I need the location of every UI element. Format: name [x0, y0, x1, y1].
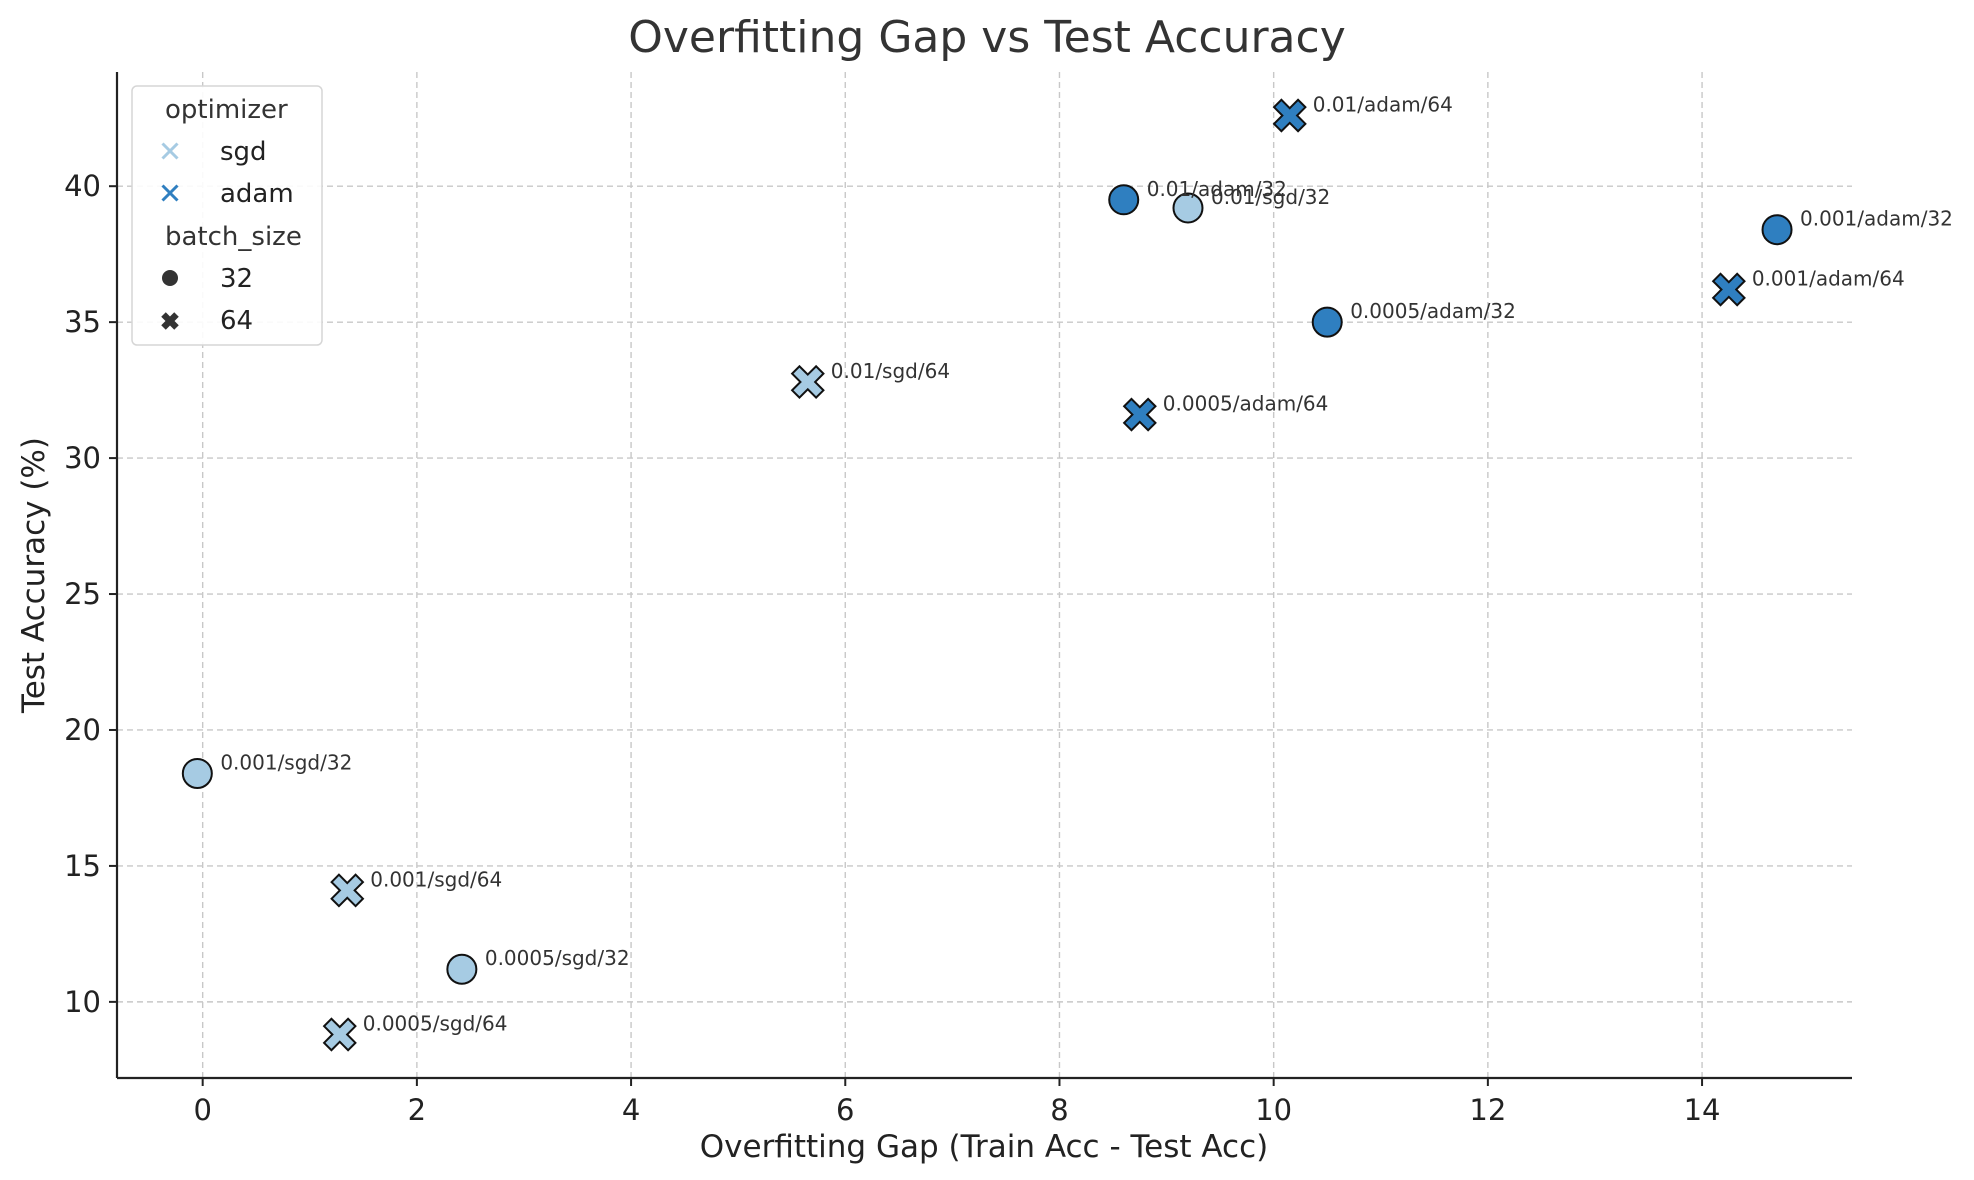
point-label: 0.01/sgd/64 [831, 359, 950, 383]
x-tick-label: 8 [1050, 1093, 1068, 1127]
x-tick-label: 10 [1255, 1093, 1292, 1127]
y-tick-label: 35 [64, 305, 101, 339]
y-tick-label: 40 [64, 169, 101, 203]
legend-marker-x [161, 312, 179, 330]
legend-style-title: batch_size [165, 222, 302, 252]
grid-lines [117, 72, 1852, 1078]
legend-x-stroke [161, 142, 179, 160]
legend-circle-marker [162, 270, 178, 286]
data-points [181, 98, 1793, 1052]
legend-marker-circle [162, 270, 178, 286]
scatter-point-x [330, 873, 365, 908]
legend-box [131, 85, 323, 346]
scatter-point-x [1122, 397, 1157, 432]
x-tick-label: 12 [1469, 1093, 1506, 1127]
point-label: 0.0005/sgd/32 [485, 946, 630, 970]
y-ticks: 10 15 20 25 30 35 40 [64, 169, 117, 1019]
legend-x-marker [161, 312, 179, 330]
chart-title: Overfitting Gap vs Test Accuracy [628, 12, 1346, 63]
scatter-point-circle [1172, 192, 1204, 224]
legend-hue-title: optimizer [165, 95, 288, 125]
y-tick-label: 20 [64, 713, 101, 747]
x-tick-label: 0 [193, 1093, 211, 1127]
legend-marker-sgd [161, 142, 179, 160]
scatter-point-x [790, 364, 825, 400]
x-tick-label: 2 [408, 1093, 426, 1127]
point-label: 0.001/adam/32 [1800, 207, 1953, 231]
y-axis-label: Test Accuracy (%) [16, 437, 52, 714]
legend-x-stroke [161, 184, 179, 202]
legend: optimizer sgd adam batch_size 32 64 [131, 85, 323, 346]
legend-label-32: 32 [220, 264, 253, 294]
point-label: 0.01/adam/32 [1147, 177, 1287, 201]
x-ticks: 0 2 4 6 8 10 12 14 [193, 1078, 1721, 1127]
y-tick-label: 25 [64, 577, 101, 611]
scatter-point-x [1711, 272, 1746, 307]
point-label: 0.001/sgd/32 [220, 750, 352, 774]
y-tick-label: 30 [64, 441, 101, 475]
scatter-point-circle [1311, 306, 1343, 338]
legend-marker-adam [161, 184, 179, 202]
y-tick-label: 10 [64, 985, 101, 1019]
x-tick-label: 6 [836, 1093, 854, 1127]
point-label: 0.001/adam/64 [1752, 267, 1905, 291]
scatter-point-circle [181, 757, 213, 789]
x-axis-label: Overfitting Gap (Train Acc - Test Acc) [700, 1129, 1268, 1165]
point-label: 0.0005/adam/64 [1163, 392, 1329, 416]
point-label: 0.0005/sgd/64 [363, 1011, 508, 1035]
legend-entry-sgd: sgd [161, 137, 267, 167]
point-label: 0.01/sgd/32 [1211, 185, 1330, 209]
legend-label-64: 64 [220, 306, 253, 336]
x-tick-label: 4 [622, 1093, 640, 1127]
scatter-point-x [322, 1017, 357, 1052]
legend-label-sgd: sgd [220, 137, 267, 167]
y-tick-label: 15 [64, 849, 101, 883]
point-label: 0.01/adam/64 [1313, 93, 1453, 117]
point-labels: 0.01/adam/64 0.01/adam/320.01/sgd/32 0.001… [220, 93, 1953, 1036]
scatter-point-circle [1108, 184, 1140, 216]
legend-label-adam: adam [220, 179, 294, 209]
point-label: 0.0005/adam/32 [1350, 299, 1516, 323]
legend-entry-64: 64 [161, 306, 253, 336]
x-tick-label: 14 [1684, 1093, 1721, 1127]
scatter-point-circle [1761, 214, 1793, 246]
scatter-point-x [1272, 98, 1307, 133]
legend-entry-adam: adam [161, 179, 294, 209]
axes [115, 72, 1852, 1080]
scatter-point-circle [446, 953, 478, 985]
point-label: 0.001/sgd/64 [370, 867, 502, 891]
legend-entry-32: 32 [162, 264, 253, 294]
